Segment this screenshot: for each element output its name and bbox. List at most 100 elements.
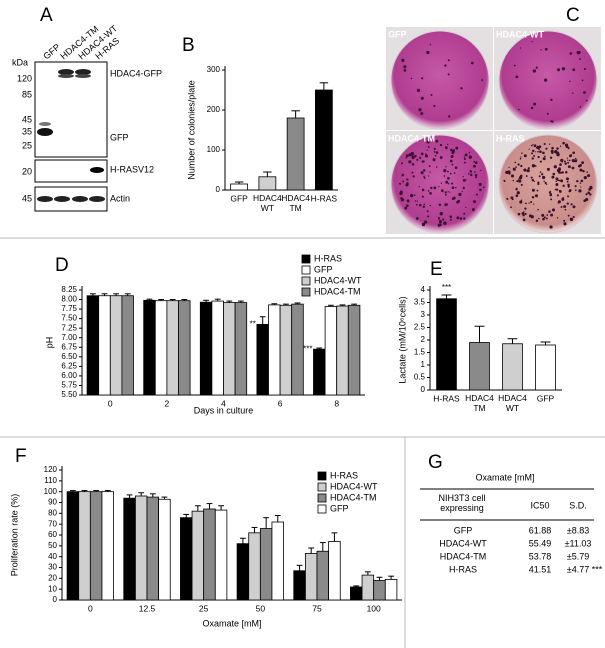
colony (434, 154, 437, 157)
colony (569, 80, 571, 83)
colony (448, 115, 451, 118)
colony (450, 148, 453, 152)
colony (430, 186, 433, 190)
band-label: HDAC4-GFP (110, 68, 162, 78)
y-tick-label: 5.50 (61, 390, 77, 399)
colony (460, 87, 463, 90)
legend-label: HDAC4-TM (330, 492, 377, 502)
colony (583, 176, 587, 180)
colony (421, 195, 424, 198)
colony (451, 163, 454, 166)
colony (418, 203, 422, 207)
bar (89, 491, 103, 601)
y-tick-label: 100 (207, 145, 221, 154)
colony (514, 161, 517, 164)
colony (405, 183, 409, 187)
y-tick-label: 6.25 (61, 361, 77, 370)
colony (421, 188, 425, 192)
colony (543, 142, 546, 146)
colony (416, 88, 421, 93)
colony (449, 215, 452, 218)
colony (463, 157, 466, 160)
colony (544, 155, 546, 158)
colony (587, 191, 590, 195)
colony (531, 195, 535, 199)
blot: kDa 120 85 45 35 25 20 45 HDAC4-GFP GFP … (12, 23, 162, 212)
colony (435, 139, 439, 143)
y-tick-label: 8.25 (61, 285, 77, 294)
y-axis-label: Lactate (mM/10⁶cells) (397, 296, 407, 383)
colony (474, 173, 478, 177)
colony (444, 64, 447, 67)
bar (324, 306, 338, 396)
colony (553, 165, 557, 169)
legend-label: H-RAS (314, 253, 342, 263)
colony (414, 200, 417, 202)
colony (447, 170, 449, 173)
x-tick-label: HDAC4 TM (465, 393, 494, 413)
table-cell: 41.51 (529, 564, 552, 574)
colony (556, 194, 559, 197)
colony (425, 153, 427, 155)
bar (66, 491, 80, 601)
colony (544, 181, 547, 185)
y-tick-label: 5.75 (61, 381, 77, 390)
y-tick-label: 6.00 (61, 371, 77, 380)
colony (450, 155, 454, 158)
colony (432, 158, 436, 162)
table-header: IC50 (530, 500, 549, 510)
colony (589, 186, 593, 190)
marker: 25 (22, 140, 32, 150)
colony (516, 191, 520, 195)
x-tick-label: H-RAS (311, 193, 338, 203)
colony (418, 185, 420, 188)
colony (579, 58, 582, 60)
colony (427, 146, 430, 148)
colony (520, 156, 522, 158)
colony (533, 203, 535, 205)
colony (580, 186, 582, 188)
colony (562, 184, 565, 188)
colony (579, 106, 582, 108)
y-tick-label: 120 (44, 465, 58, 474)
colony (470, 173, 473, 177)
marker: 120 (17, 73, 32, 83)
colony (566, 157, 568, 159)
colony (427, 190, 430, 192)
panel-label: E (430, 259, 443, 280)
colony (567, 183, 570, 187)
colony (520, 183, 523, 186)
y-tick-label: 7.50 (61, 314, 77, 323)
colony (433, 151, 436, 153)
colony (441, 189, 444, 192)
x-tick-label: 4 (221, 398, 226, 408)
colony (438, 186, 440, 188)
y-tick-label: 110 (44, 476, 57, 485)
y-tick-label: 60 (48, 530, 57, 539)
y-tick-label: 3 (421, 310, 426, 319)
colony (557, 200, 561, 204)
colony (506, 197, 509, 200)
colony (515, 194, 519, 197)
colony (422, 160, 425, 163)
colony (449, 172, 452, 175)
colony (535, 66, 538, 69)
panel-label: G (428, 452, 443, 473)
x-tick-label: 8 (334, 398, 339, 408)
colony (524, 202, 527, 205)
bar (199, 301, 213, 396)
colony (443, 175, 446, 177)
legend-label: H-RAS (330, 470, 358, 480)
colony (533, 180, 535, 183)
colony (543, 180, 545, 183)
table-cell: HDAC4-WT (439, 538, 487, 548)
colony (571, 166, 575, 170)
colony (567, 147, 570, 150)
colony (416, 200, 419, 202)
y-tick-label: 200 (207, 105, 221, 114)
colony (420, 96, 424, 100)
colony (546, 214, 549, 216)
colony (551, 151, 554, 155)
colony (563, 219, 566, 222)
